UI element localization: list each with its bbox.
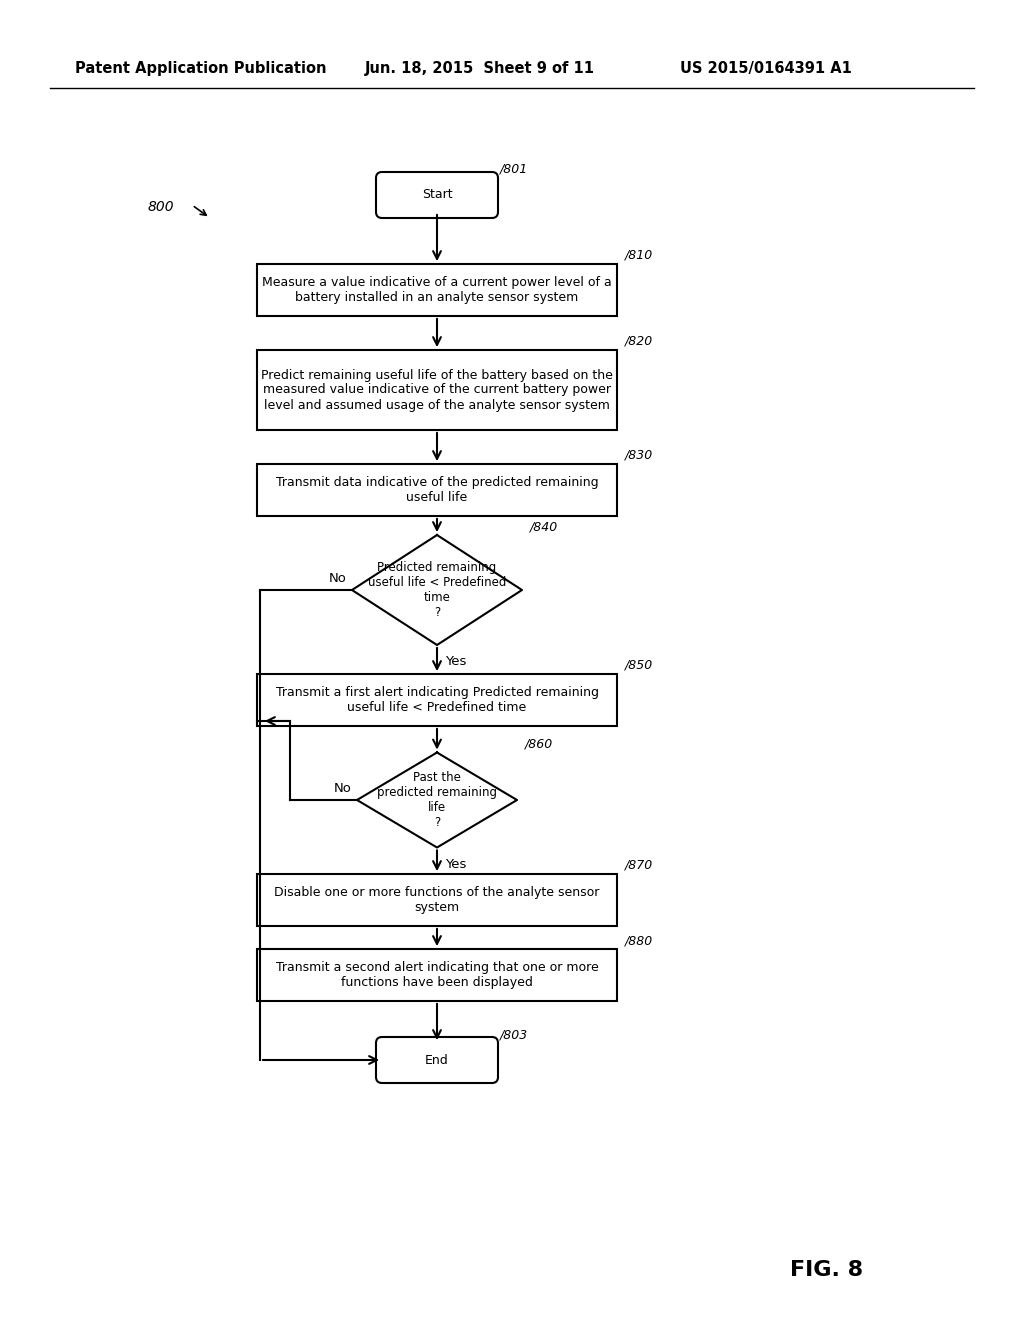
Text: Yes: Yes xyxy=(445,655,466,668)
Text: /803: /803 xyxy=(500,1028,528,1041)
Text: /820: /820 xyxy=(625,335,653,348)
Text: Predicted remaining
useful life < Predefined
time
?: Predicted remaining useful life < Predef… xyxy=(368,561,506,619)
Bar xyxy=(257,264,617,315)
Polygon shape xyxy=(352,535,522,645)
Text: 800: 800 xyxy=(148,201,175,214)
FancyBboxPatch shape xyxy=(376,1038,498,1082)
Text: Transmit data indicative of the predicted remaining
useful life: Transmit data indicative of the predicte… xyxy=(275,477,598,504)
Text: End: End xyxy=(425,1053,449,1067)
Text: Past the
predicted remaining
life
?: Past the predicted remaining life ? xyxy=(377,771,497,829)
Bar xyxy=(257,350,617,430)
Bar xyxy=(257,675,617,726)
Text: Predict remaining useful life of the battery based on the
measured value indicat: Predict remaining useful life of the bat… xyxy=(261,368,613,412)
Text: Transmit a second alert indicating that one or more
functions have been displaye: Transmit a second alert indicating that … xyxy=(275,961,598,989)
Text: No: No xyxy=(329,572,347,585)
Text: Measure a value indicative of a current power level of a
battery installed in an: Measure a value indicative of a current … xyxy=(262,276,612,304)
Text: /870: /870 xyxy=(625,859,653,873)
Text: No: No xyxy=(334,781,352,795)
Text: /840: /840 xyxy=(530,520,558,533)
Text: /810: /810 xyxy=(625,249,653,261)
Polygon shape xyxy=(357,752,517,847)
Text: /850: /850 xyxy=(625,659,653,672)
Text: US 2015/0164391 A1: US 2015/0164391 A1 xyxy=(680,61,852,75)
Text: Jun. 18, 2015  Sheet 9 of 11: Jun. 18, 2015 Sheet 9 of 11 xyxy=(365,61,595,75)
Text: /801: /801 xyxy=(500,162,528,176)
Text: /860: /860 xyxy=(525,738,553,751)
FancyBboxPatch shape xyxy=(376,172,498,218)
Text: Start: Start xyxy=(422,189,453,202)
Text: Patent Application Publication: Patent Application Publication xyxy=(75,61,327,75)
Text: /880: /880 xyxy=(625,935,653,946)
Bar xyxy=(257,874,617,927)
Text: Yes: Yes xyxy=(445,858,466,870)
Text: Disable one or more functions of the analyte sensor
system: Disable one or more functions of the ana… xyxy=(274,886,600,913)
Text: Transmit a first alert indicating Predicted remaining
useful life < Predefined t: Transmit a first alert indicating Predic… xyxy=(275,686,598,714)
Text: FIG. 8: FIG. 8 xyxy=(790,1261,863,1280)
Text: /830: /830 xyxy=(625,449,653,462)
Bar xyxy=(257,465,617,516)
Bar xyxy=(257,949,617,1001)
